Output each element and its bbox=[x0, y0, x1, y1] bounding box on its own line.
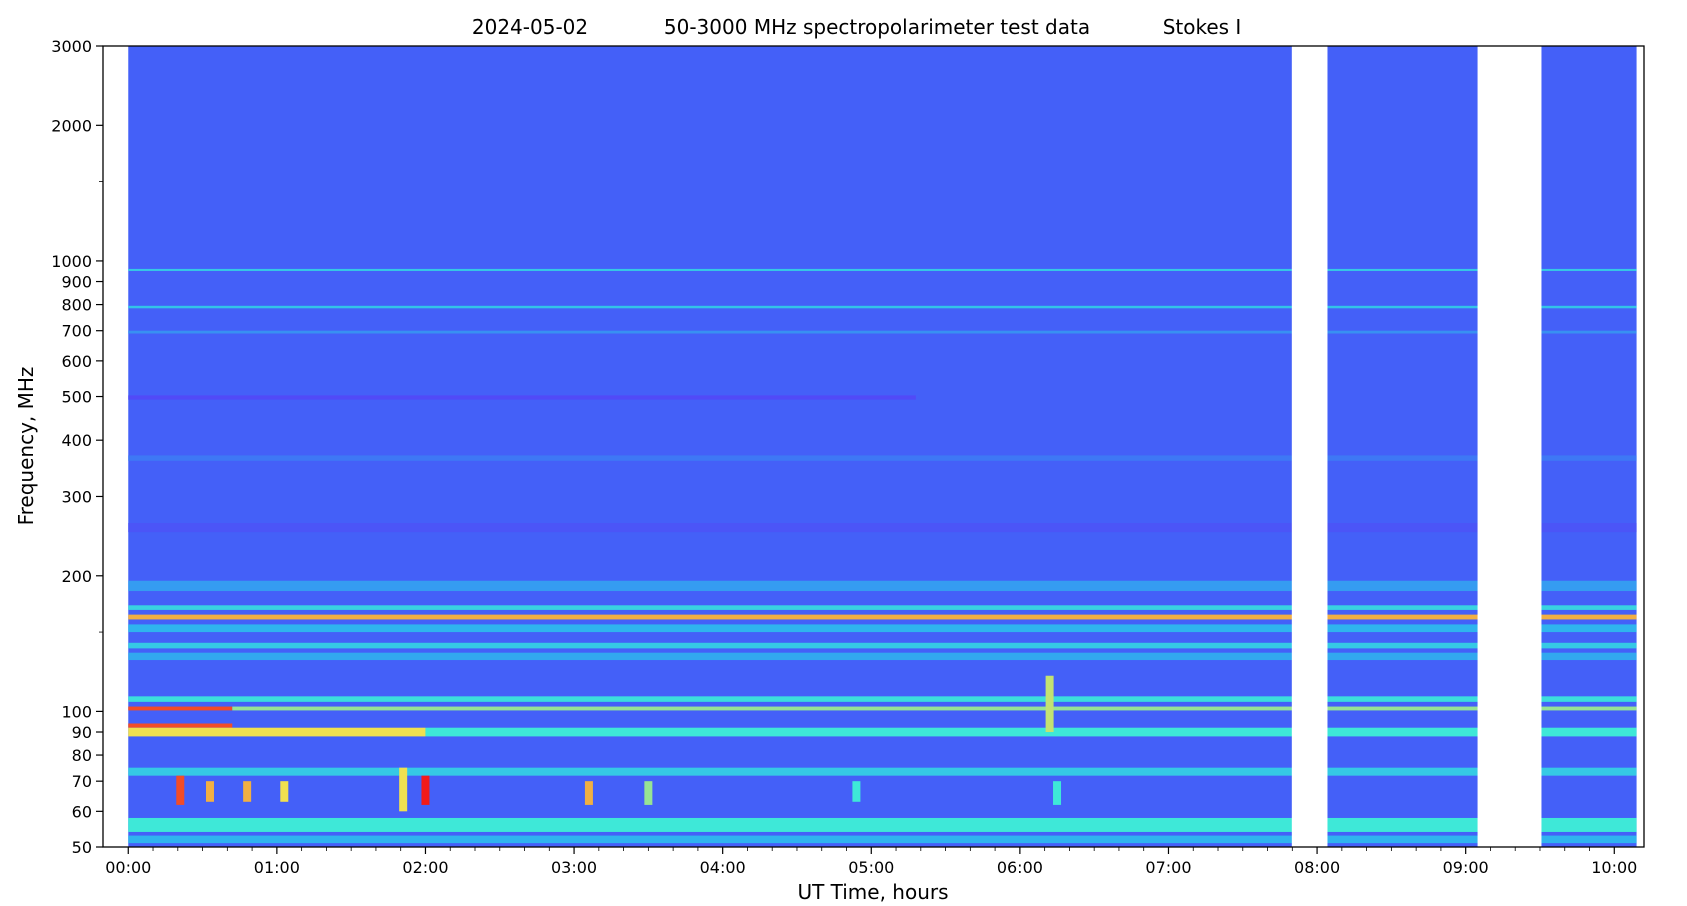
y-tick-label: 600 bbox=[61, 352, 92, 371]
radio-burst bbox=[280, 781, 289, 802]
radio-burst bbox=[399, 767, 408, 812]
frequency-band bbox=[128, 330, 1637, 334]
frequency-band bbox=[128, 580, 1637, 592]
x-tick-label: 07:00 bbox=[1145, 858, 1191, 877]
x-axis: 00:00 01:00 02:00 03:00 04:00 05:00 06:00 07:00… bbox=[105, 847, 1637, 877]
frequency-band bbox=[128, 305, 1637, 309]
title-description: 50-3000 MHz spectropolarimeter test data bbox=[664, 15, 1090, 39]
x-tick-label: 00:00 bbox=[105, 858, 151, 877]
y-tick-label: 50 bbox=[72, 838, 92, 857]
y-axis: 50 60 70 80 90 100 200 300 400 500 600 700 800 900 100… bbox=[51, 37, 103, 857]
y-tick-label: 90 bbox=[72, 723, 92, 742]
x-tick-label: 02:00 bbox=[402, 858, 448, 877]
frequency-band bbox=[128, 642, 1637, 649]
x-tick-label: 08:00 bbox=[1294, 858, 1340, 877]
chart-title: 2024-05-02 50-3000 MHz spectropolarimete… bbox=[472, 15, 1241, 39]
frequency-band bbox=[128, 455, 1637, 461]
y-tick-label: 80 bbox=[72, 746, 92, 765]
title-stokes: Stokes I bbox=[1163, 15, 1242, 39]
spectrogram-background bbox=[128, 46, 1637, 847]
frequency-band bbox=[128, 624, 1637, 633]
data-gap bbox=[1291, 46, 1328, 847]
frequency-band bbox=[232, 706, 1637, 711]
y-tick-label: 900 bbox=[61, 273, 92, 292]
y-tick-label: 400 bbox=[61, 431, 92, 450]
x-tick-label: 05:00 bbox=[848, 858, 894, 877]
y-tick-label: 1000 bbox=[51, 252, 92, 271]
y-axis-title: Frequency, MHz bbox=[14, 367, 38, 526]
y-tick-label: 60 bbox=[72, 802, 92, 821]
radio-burst bbox=[644, 781, 653, 805]
frequency-band bbox=[128, 817, 1637, 832]
frequency-band bbox=[128, 706, 233, 711]
frequency-band bbox=[128, 727, 426, 737]
frequency-band bbox=[425, 727, 1637, 737]
frequency-band bbox=[128, 696, 1637, 702]
plot-area bbox=[128, 46, 1637, 847]
frequency-band bbox=[128, 723, 233, 728]
radio-burst bbox=[176, 775, 185, 805]
y-tick-label: 200 bbox=[61, 567, 92, 586]
plot-frame bbox=[102, 45, 1645, 848]
radio-burst bbox=[205, 781, 214, 802]
title-date: 2024-05-02 bbox=[472, 15, 588, 39]
y-tick-label: 700 bbox=[61, 322, 92, 341]
radio-burst bbox=[584, 781, 593, 805]
y-tick-label: 800 bbox=[61, 296, 92, 315]
x-tick-label: 04:00 bbox=[700, 858, 746, 877]
y-tick-label: 500 bbox=[61, 388, 92, 407]
x-tick-label: 06:00 bbox=[997, 858, 1043, 877]
frequency-band bbox=[128, 605, 1637, 610]
radio-burst bbox=[852, 781, 861, 802]
data-gap bbox=[1477, 46, 1542, 847]
radio-burst bbox=[243, 781, 252, 802]
y-tick-label: 2000 bbox=[51, 116, 92, 135]
radio-burst bbox=[421, 775, 430, 805]
frequency-band bbox=[128, 268, 1637, 271]
x-tick-label: 03:00 bbox=[551, 858, 597, 877]
radio-burst bbox=[1045, 675, 1054, 733]
y-tick-label: 70 bbox=[72, 772, 92, 791]
radio-burst bbox=[1053, 781, 1062, 805]
y-tick-label: 100 bbox=[61, 702, 92, 721]
frequency-band bbox=[128, 614, 1637, 620]
frequency-band bbox=[128, 522, 1637, 533]
frequency-band bbox=[128, 767, 1637, 776]
frequency-band bbox=[128, 395, 916, 400]
y-tick-label: 300 bbox=[61, 487, 92, 506]
x-tick-label: 09:00 bbox=[1443, 858, 1489, 877]
y-tick-label: 3000 bbox=[51, 37, 92, 56]
frequency-band bbox=[128, 835, 1637, 844]
x-axis-title: UT Time, hours bbox=[797, 880, 948, 904]
x-tick-label: 01:00 bbox=[254, 858, 300, 877]
frequency-band bbox=[128, 652, 1637, 661]
x-tick-label: 10:00 bbox=[1591, 858, 1637, 877]
